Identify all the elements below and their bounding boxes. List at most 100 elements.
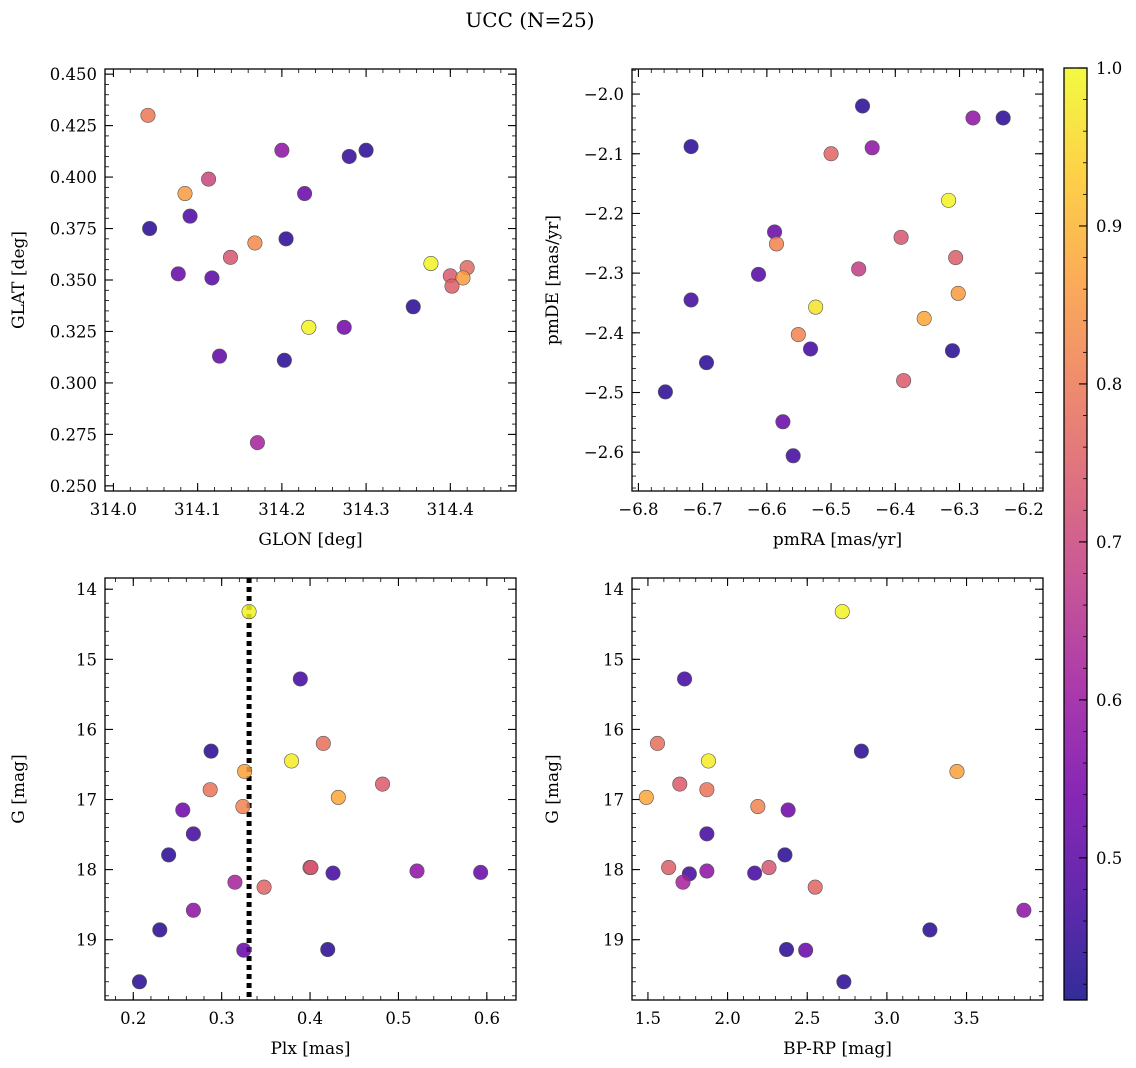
x-axis-label: pmRA [mas/yr] xyxy=(773,530,902,550)
scatter-point xyxy=(375,776,391,792)
scatter-point xyxy=(249,435,265,451)
y-tick-label: 0.325 xyxy=(50,322,97,341)
scatter-point xyxy=(325,865,341,881)
colorbar-tick-label: 0.9 xyxy=(1096,217,1122,236)
scatter-point xyxy=(780,802,796,818)
colorbar-tick-label: 0.8 xyxy=(1096,375,1122,394)
scatter-point xyxy=(1016,902,1032,918)
scatter-point xyxy=(320,942,336,958)
scatter-point xyxy=(768,236,784,252)
colorbar-frame xyxy=(1063,67,1088,1001)
scatter-point xyxy=(303,860,319,876)
scatter-point xyxy=(761,860,777,876)
scatter-point xyxy=(775,414,791,430)
scatter-point xyxy=(700,753,716,769)
x-tick-label: 0.3 xyxy=(209,1009,235,1028)
scatter-point xyxy=(949,763,965,779)
y-tick-label: 0.375 xyxy=(50,220,97,239)
scatter-point xyxy=(808,299,824,315)
scatter-point xyxy=(893,229,909,245)
scatter-point xyxy=(201,171,217,187)
y-tick-label: 18 xyxy=(603,861,624,880)
y-axis-label: GLAT [deg] xyxy=(9,231,29,329)
scatter-point xyxy=(235,799,251,815)
scatter-point xyxy=(274,142,290,158)
x-tick-label: 3.5 xyxy=(953,1009,979,1028)
scatter-point xyxy=(330,789,346,805)
scatter-point xyxy=(204,270,220,286)
y-tick-label: 0.300 xyxy=(50,374,97,393)
scatter-point xyxy=(965,110,981,126)
panel-bprp-g: 1.5 2.0 2.5 3.0 3.5 14 15 16 17 18 19 BP-RP [mag] G … xyxy=(543,577,1044,1059)
x-tick-label: −6.6 xyxy=(747,500,787,519)
scatter-point xyxy=(777,847,793,863)
scatter-point xyxy=(853,743,869,759)
x-tick-label: 314.0 xyxy=(90,500,137,519)
y-axis-label: G [mag] xyxy=(9,754,29,823)
x-tick-label: 314.2 xyxy=(258,500,305,519)
scatter-point xyxy=(790,327,806,343)
y-tick-label: 14 xyxy=(76,580,97,599)
x-tick-label: 0.4 xyxy=(297,1009,323,1028)
scatter-point xyxy=(948,250,964,266)
scatter-point xyxy=(922,922,938,938)
y-tick-label: 15 xyxy=(603,650,624,669)
colorbar-tick-label: 0.5 xyxy=(1096,849,1122,868)
y-axis-label: G [mag] xyxy=(543,754,563,823)
x-tick-label: 1.5 xyxy=(635,1009,661,1028)
axes-frame xyxy=(104,68,517,492)
scatter-point xyxy=(699,826,715,842)
scatter-point xyxy=(140,107,156,123)
y-tick-label: 16 xyxy=(603,720,624,739)
x-tick-label: 314.3 xyxy=(342,500,389,519)
scatter-point xyxy=(131,974,147,990)
y-tick-label: −2.3 xyxy=(584,264,624,283)
y-tick-label: −2.6 xyxy=(584,443,624,462)
y-tick-label: 15 xyxy=(76,650,97,669)
scatter-point xyxy=(256,879,272,895)
scatter-point xyxy=(152,922,168,938)
x-tick-label: 0.5 xyxy=(385,1009,411,1028)
scatter-point xyxy=(341,148,357,164)
axes-frame xyxy=(631,577,1044,1001)
y-tick-label: −2.5 xyxy=(584,384,624,403)
scatter-point xyxy=(222,249,238,265)
scatter-point xyxy=(751,266,767,282)
colorbar-gradient xyxy=(1064,68,1087,1000)
scatter-point xyxy=(851,261,867,277)
x-tick-label: 2.5 xyxy=(794,1009,820,1028)
scatter-point xyxy=(836,974,852,990)
x-tick-label: 314.4 xyxy=(427,500,474,519)
y-tick-label: 17 xyxy=(76,791,97,810)
panels: 314.0 314.1 314.2 314.3 314.4 0.250 0.275 0.300… xyxy=(9,65,1044,1059)
scatter-point xyxy=(995,110,1011,126)
y-tick-label: 19 xyxy=(76,931,97,950)
scatter-point xyxy=(203,743,219,759)
scatter-point xyxy=(455,270,471,286)
scatter-point xyxy=(699,782,715,798)
scatter-point xyxy=(185,826,201,842)
scatter-point xyxy=(649,735,665,751)
y-tick-label: −2.2 xyxy=(584,204,624,223)
scatter-point xyxy=(444,278,460,294)
x-tick-label: −6.8 xyxy=(618,500,658,519)
x-axis-label: BP-RP [mag] xyxy=(783,1039,892,1059)
scatter-point xyxy=(227,874,243,890)
x-axis-label: GLON [deg] xyxy=(258,530,362,550)
scatter-point xyxy=(699,863,715,879)
scatter-point xyxy=(750,799,766,815)
scatter-point xyxy=(785,448,801,464)
y-tick-label: 0.400 xyxy=(50,168,97,187)
y-tick-label: −2.4 xyxy=(584,324,624,343)
scatter-point xyxy=(747,865,763,881)
scatter-point xyxy=(247,235,263,251)
x-tick-label: 2.0 xyxy=(714,1009,740,1028)
scatter-point xyxy=(944,343,960,359)
x-tick-label: −6.4 xyxy=(875,500,915,519)
scatter-point xyxy=(292,671,308,687)
x-tick-label: 0.6 xyxy=(474,1009,500,1028)
scatter-point xyxy=(336,319,352,335)
y-tick-label: 0.450 xyxy=(50,65,97,84)
scatter-point xyxy=(638,789,654,805)
